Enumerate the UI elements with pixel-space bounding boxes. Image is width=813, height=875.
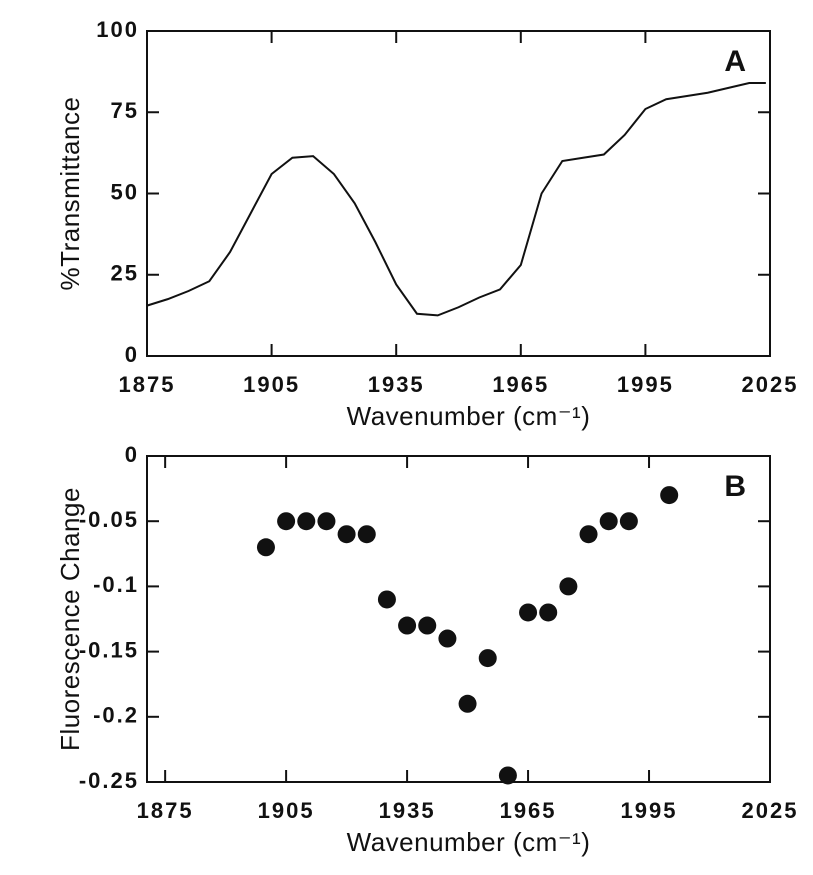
x-tick-label: 1905 [243,372,300,397]
y-tick-label: -0.2 [93,703,139,728]
data-point [539,603,558,622]
data-point [498,766,517,785]
y-tick-label: 50 [111,179,139,204]
y-tick-label: 25 [111,261,139,286]
y-tick-label: -0.25 [79,768,139,793]
x-tick-label: 1965 [492,372,549,397]
data-point [337,525,356,544]
data-point [297,512,316,531]
panel-letter: B [724,470,748,503]
panel-letter: A [724,45,748,78]
y-axis-title: Fluorescence Change [55,487,85,751]
y-tick-label: -0.1 [93,572,139,597]
data-point [277,512,296,531]
x-tick-label: 1965 [500,798,557,823]
y-tick-label: -0.05 [79,507,139,532]
data-point [478,649,497,668]
data-point [418,616,437,635]
x-axis-title: Wavenumber (cm⁻¹) [347,827,591,857]
data-point [317,512,336,531]
data-point [619,512,638,531]
x-tick-label: 1935 [379,798,436,823]
x-tick-label: 1995 [621,798,678,823]
data-point [357,525,376,544]
y-tick-label: -0.15 [79,637,139,662]
x-tick-label: 1905 [258,798,315,823]
y-axis-title: %Transmittance [55,97,85,291]
data-point [660,486,679,505]
y-tick-label: 0 [125,342,139,367]
x-axis-title: Wavenumber (cm⁻¹) [347,401,591,431]
y-tick-label: 75 [111,98,139,123]
data-point [377,590,396,609]
x-tick-label: 1875 [119,372,176,397]
y-tick-label: 0 [125,442,139,467]
data-point [579,525,598,544]
x-tick-label: 2025 [742,372,799,397]
x-tick-label: 1995 [617,372,674,397]
data-point [438,629,457,648]
y-tick-label: 100 [96,17,139,42]
data-point [398,616,417,635]
data-point [559,577,578,596]
data-point [599,512,618,531]
x-tick-label: 1875 [137,798,194,823]
transmittance-line [146,82,766,317]
data-point [458,694,477,713]
data-point [256,538,275,557]
data-point [519,603,538,622]
plot-frame [146,455,771,783]
x-tick-label: 1935 [368,372,425,397]
x-tick-label: 2025 [742,798,799,823]
